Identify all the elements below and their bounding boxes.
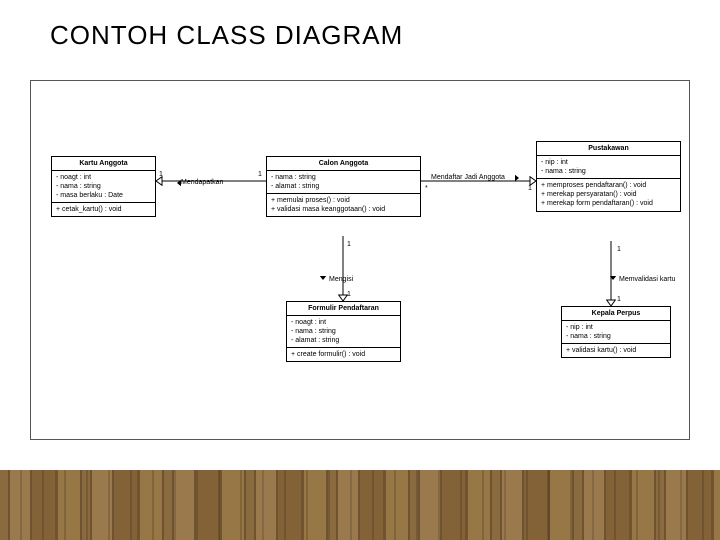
class-operations: + memproses pendaftaran() : void+ mereka… [537,179,680,210]
class-operations: + validasi kartu() : void [562,344,670,357]
operation: + merekap form pendaftaran() : void [541,199,676,208]
class-calon: Calon Anggota- nama : string- alamat : s… [266,156,421,217]
class-operations: + create formulir() : void [287,348,400,361]
class-attributes: - nip : int- nama : string [537,156,680,179]
class-kartu: Kartu Anggota- noagt : int- nama : strin… [51,156,156,217]
connectors-layer [31,81,689,439]
class-kepala: Kepala Perpus- nip : int- nama : string+… [561,306,671,358]
operation: + merekap persyaratan() : void [541,190,676,199]
attribute: - masa berlaku : Date [56,191,151,200]
operation: + memproses pendaftaran() : void [541,181,676,190]
class-formulir: Formulir Pendaftaran- noagt : int- nama … [286,301,401,362]
multiplicity: 1 [528,185,532,192]
attribute: - alamat : string [271,182,416,191]
attribute: - nama : string [291,327,396,336]
attribute: - nip : int [541,158,676,167]
operation: + memulai proses() : void [271,196,416,205]
edge-label: Mendaftar Jadi Anggota [431,174,505,181]
class-title: Formulir Pendaftaran [287,302,400,316]
multiplicity: 1 [617,246,621,253]
class-operations: + memulai proses() : void+ validasi masa… [267,194,420,216]
multiplicity: 1 [347,241,351,248]
class-pustakawan: Pustakawan- nip : int- nama : string+ me… [536,141,681,212]
class-attributes: - nip : int- nama : string [562,321,670,344]
class-attributes: - noagt : int- nama : string- alamat : s… [287,316,400,348]
multiplicity: 1 [159,171,163,178]
attribute: - nip : int [566,323,666,332]
edge-label: Mengisi [329,276,353,283]
floor-decoration [0,470,720,540]
attribute: - nama : string [541,167,676,176]
attribute: - nama : string [566,332,666,341]
attribute: - nama : string [56,182,151,191]
attribute: - noagt : int [56,173,151,182]
page-title: CONTOH CLASS DIAGRAM [0,0,720,51]
class-title: Kepala Perpus [562,307,670,321]
diagram-canvas: Kartu Anggota- noagt : int- nama : strin… [30,80,690,440]
multiplicity: 1 [258,171,262,178]
class-attributes: - nama : string- alamat : string [267,171,420,194]
class-title: Pustakawan [537,142,680,156]
attribute: - alamat : string [291,336,396,345]
multiplicity: 1 [617,296,621,303]
class-title: Calon Anggota [267,157,420,171]
class-attributes: - noagt : int- nama : string- masa berla… [52,171,155,203]
edge-label: Memvalidasi kartu [619,276,675,283]
class-operations: + cetak_kartu() : void [52,203,155,216]
operation: + validasi masa keanggotaan() : void [271,205,416,214]
class-title: Kartu Anggota [52,157,155,171]
multiplicity: 1 [347,291,351,298]
attribute: - nama : string [271,173,416,182]
operation: + cetak_kartu() : void [56,205,151,214]
operation: + validasi kartu() : void [566,346,666,355]
attribute: - noagt : int [291,318,396,327]
edge-label: Mendapatkan [181,179,223,186]
operation: + create formulir() : void [291,350,396,359]
multiplicity: * [425,185,428,192]
